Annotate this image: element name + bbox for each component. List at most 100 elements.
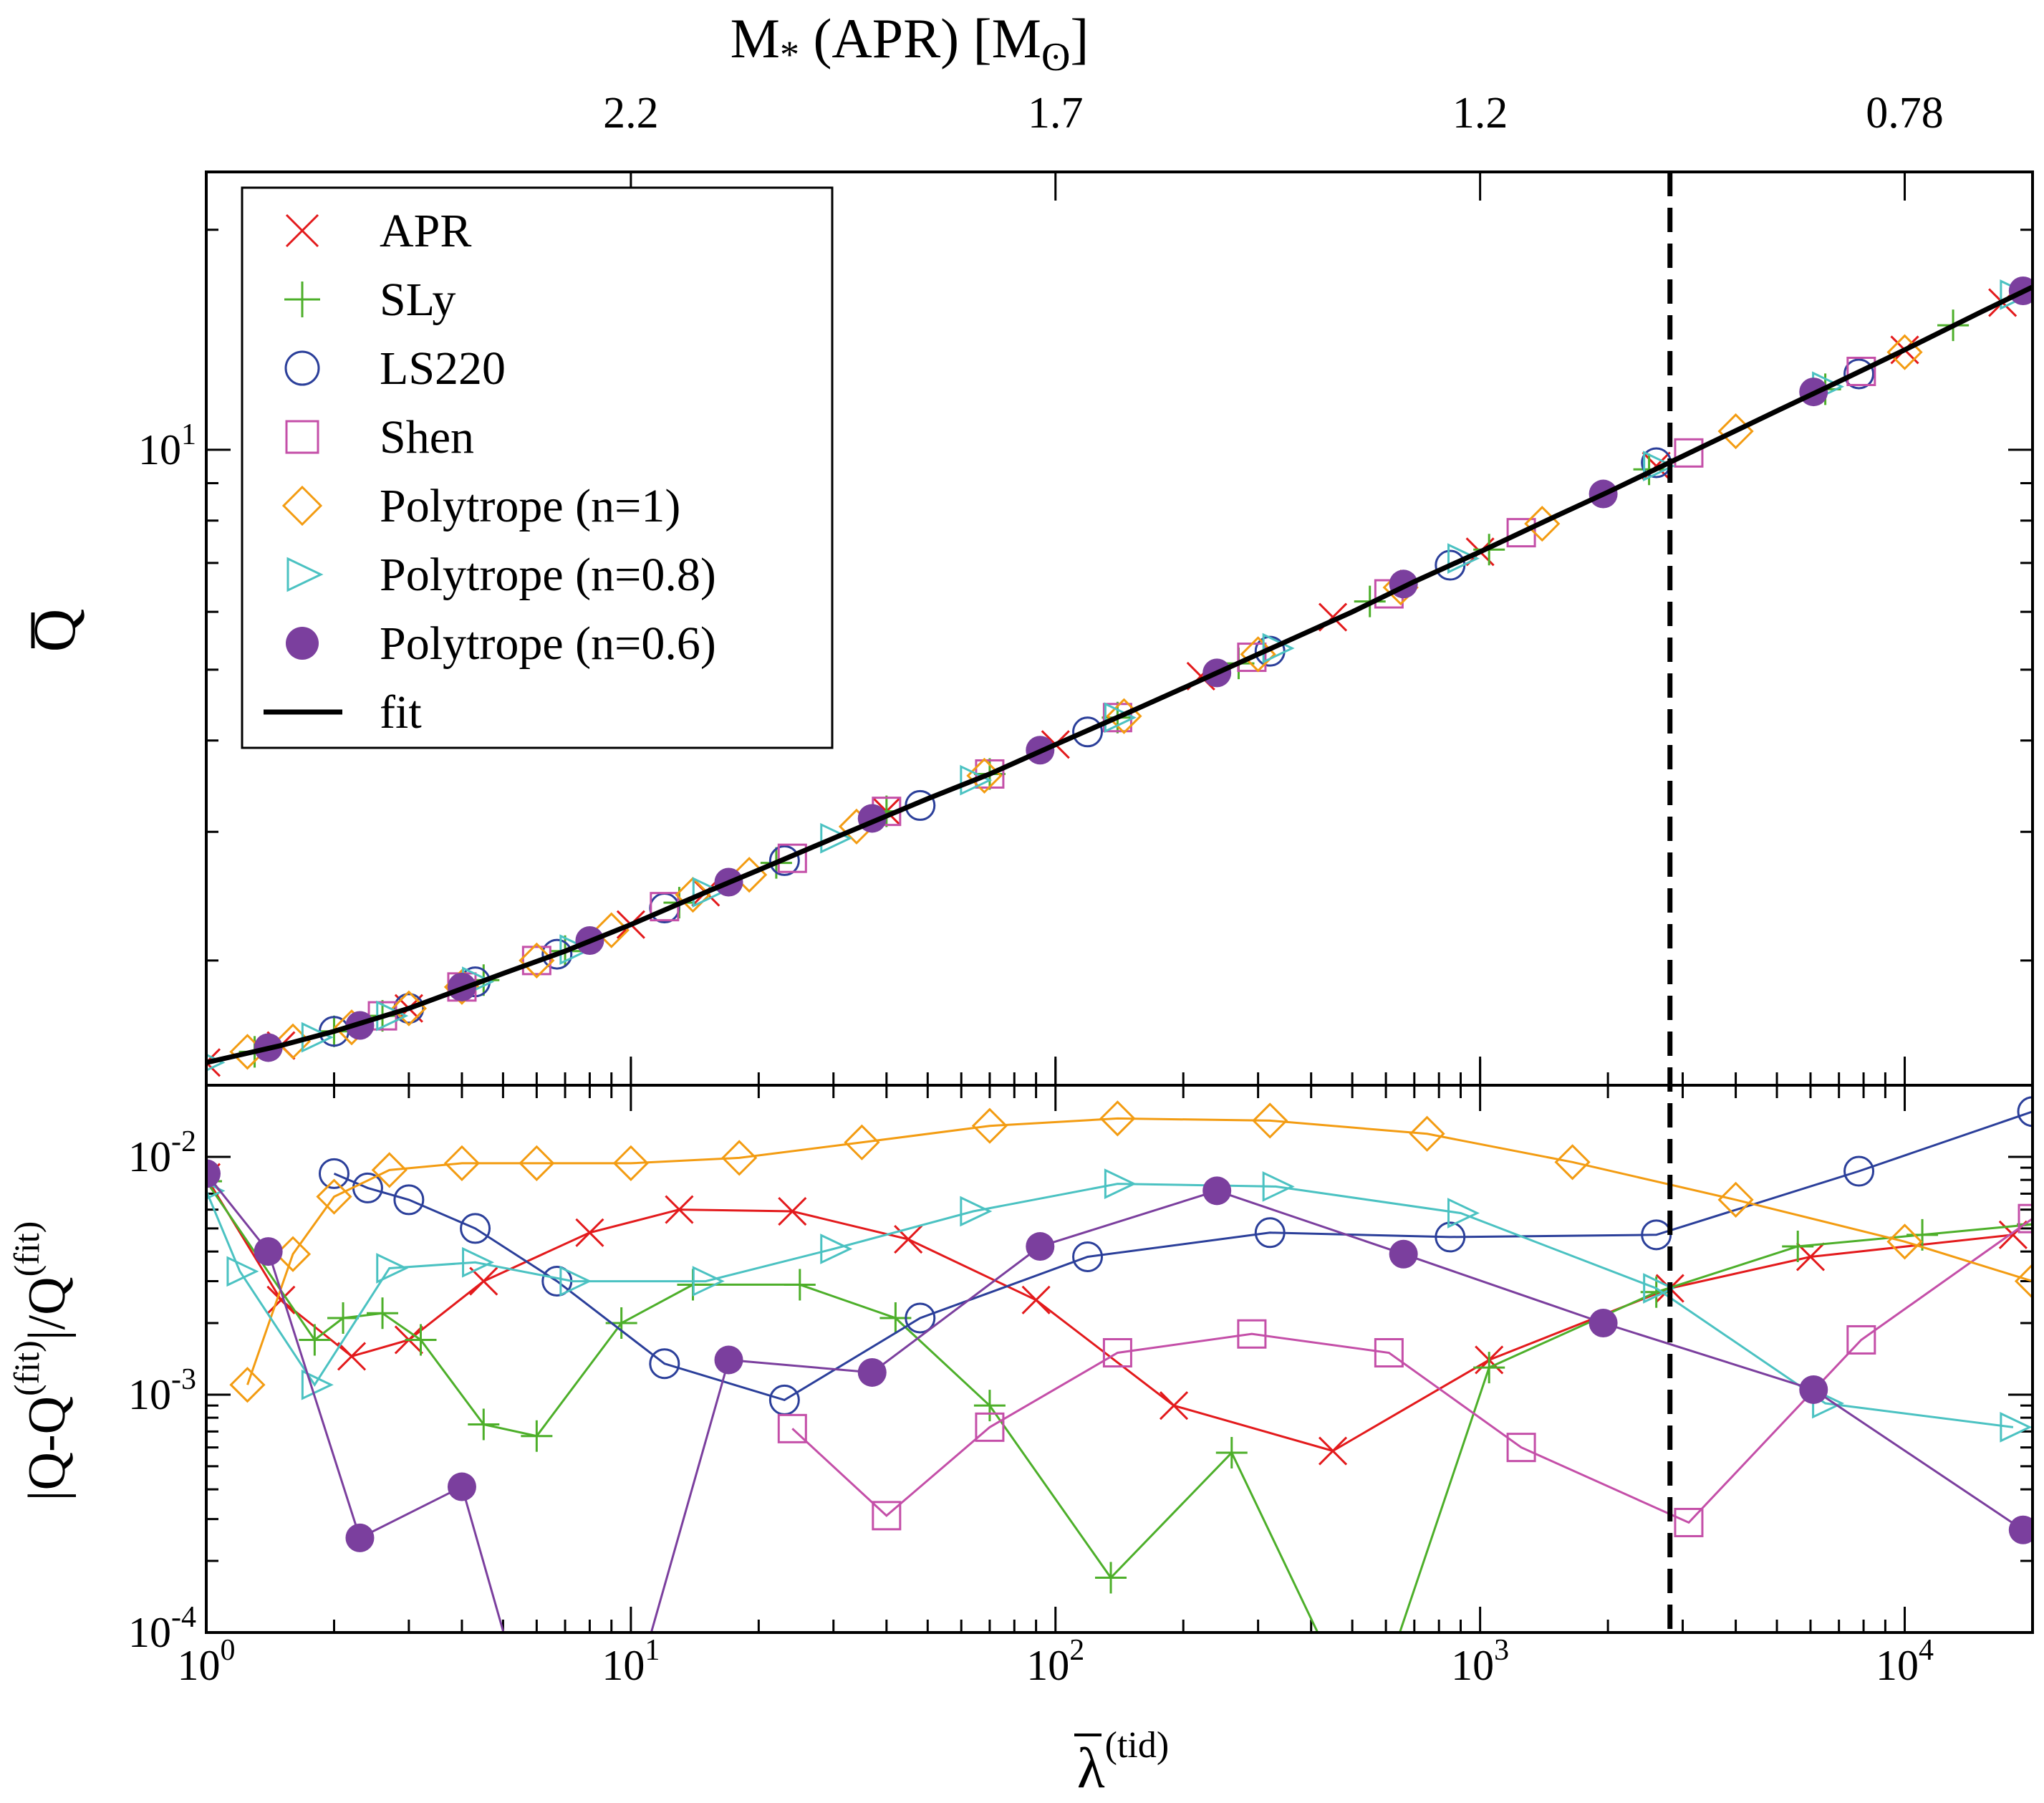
lower-point-apr bbox=[337, 1342, 367, 1371]
legend-entry-fit: fit bbox=[264, 686, 422, 739]
legend-label-shen: Shen bbox=[380, 411, 474, 463]
lower-point-ls220 bbox=[649, 1348, 680, 1380]
upper-point-polytrope-n-1 bbox=[675, 877, 711, 913]
lower-point-shen bbox=[1374, 1338, 1404, 1368]
upper-point-shen bbox=[521, 946, 551, 976]
top-axis-tick-label: 1.7 bbox=[1028, 89, 1084, 138]
lower-point-shen bbox=[1237, 1319, 1267, 1349]
lower-point-sly bbox=[973, 1390, 1006, 1422]
legend-label-sly: SLy bbox=[380, 274, 455, 326]
svg-text:λ(tid): λ(tid) bbox=[1077, 1725, 1169, 1800]
lower-point-ls220 bbox=[460, 1213, 491, 1244]
lower-point-polytrope-n-1 bbox=[519, 1145, 555, 1181]
lower-series-sly bbox=[206, 1165, 2033, 1633]
upper-point-polytrope-n-0-8 bbox=[1262, 633, 1295, 664]
lower-point-polytrope-n-1 bbox=[612, 1145, 650, 1181]
lower-point-polytrope-n-1 bbox=[1554, 1144, 1591, 1181]
lower-point-shen bbox=[2018, 1203, 2033, 1234]
lower-point-polytrope-n-1 bbox=[1717, 1181, 1754, 1218]
lower-point-apr bbox=[575, 1218, 604, 1247]
lower-point-polytrope-n-0-6 bbox=[254, 1237, 283, 1266]
x-tick-label: 102 bbox=[1026, 1634, 1084, 1689]
lower-point-sly bbox=[1906, 1218, 1939, 1251]
x-tick-label: 103 bbox=[1451, 1634, 1509, 1689]
lower-point-polytrope-n-0-8 bbox=[820, 1234, 853, 1264]
legend-marker-polytrope-n-1 bbox=[281, 485, 323, 527]
lower-point-shen bbox=[872, 1501, 902, 1531]
lower-point-polytrope-n-0-6 bbox=[1799, 1375, 1828, 1404]
lower-point-polytrope-n-0-8 bbox=[1104, 1168, 1137, 1200]
lower-series-shen bbox=[777, 1203, 2033, 1537]
lower-point-apr bbox=[1318, 1436, 1348, 1466]
lower-point-apr bbox=[266, 1285, 296, 1314]
lower-point-sly bbox=[367, 1297, 399, 1330]
legend-label-apr: APR bbox=[380, 205, 471, 257]
lower-point-shen bbox=[1102, 1338, 1132, 1368]
fit-curve bbox=[206, 284, 2033, 1065]
legend-entry-shen: Shen bbox=[285, 411, 474, 463]
x-tick-label: 100 bbox=[178, 1634, 236, 1689]
lower-point-polytrope-n-1 bbox=[1099, 1100, 1136, 1137]
lower-y-tick-label: 10-4 bbox=[128, 1601, 196, 1656]
upper-y-axis-title: Q bbox=[21, 609, 88, 653]
legend-marker-apr bbox=[285, 213, 319, 248]
lower-point-polytrope-n-0-8 bbox=[692, 1266, 725, 1297]
lower-y-axis-label-sup1: (fit) bbox=[6, 1340, 47, 1396]
lower-y-tick-label: 10-2 bbox=[128, 1125, 196, 1181]
lower-point-polytrope-n-1 bbox=[2014, 1263, 2033, 1299]
lower-point-polytrope-n-1 bbox=[316, 1178, 352, 1215]
legend-entry-polytrope-n-0-8: Polytrope (n=0.8) bbox=[286, 549, 716, 601]
lower-point-sly bbox=[1095, 1562, 1127, 1594]
lower-series-apr bbox=[206, 1163, 2028, 1466]
x-axis-title: λ(tid) bbox=[1074, 1725, 1169, 1800]
upper-point-ls220 bbox=[393, 993, 425, 1024]
lower-point-ls220 bbox=[905, 1302, 936, 1334]
lower-point-polytrope-n-0-8 bbox=[301, 1369, 334, 1400]
lower-point-apr bbox=[665, 1195, 694, 1224]
lower-point-sly bbox=[1473, 1352, 1505, 1384]
legend-box bbox=[241, 186, 834, 749]
lower-series-polytrope-n-1 bbox=[229, 1100, 2033, 1403]
lower-point-apr bbox=[778, 1196, 807, 1226]
lower-point-polytrope-n-1 bbox=[371, 1152, 408, 1188]
lower-point-polytrope-n-0-8 bbox=[462, 1246, 495, 1278]
top-axis-label-sub: * bbox=[780, 33, 799, 76]
upper-point-ls220 bbox=[1843, 358, 1875, 390]
lower-point-polytrope-n-1 bbox=[721, 1140, 758, 1176]
lower-y-axis-label: |Q-Q bbox=[18, 1396, 77, 1501]
top-axis-tick-label: 1.2 bbox=[1452, 89, 1508, 138]
legend-label-ls220: LS220 bbox=[380, 342, 506, 395]
lower-point-polytrope-n-0-8 bbox=[2000, 1411, 2033, 1443]
lower-point-polytrope-n-1 bbox=[1886, 1223, 1923, 1260]
top-axis-label-mid: (APR) [M bbox=[799, 7, 1041, 69]
lower-line-shen bbox=[791, 1217, 2033, 1524]
lower-point-polytrope-n-0-8 bbox=[1643, 1273, 1676, 1304]
upper-point-shen bbox=[1102, 703, 1132, 733]
lower-point-sly bbox=[468, 1408, 500, 1441]
x-tick-label: 101 bbox=[602, 1634, 660, 1689]
lower-point-sly bbox=[784, 1269, 816, 1301]
legend-marker-sly bbox=[284, 282, 320, 317]
legend-entry-apr: APR bbox=[285, 205, 471, 257]
lower-point-apr bbox=[469, 1266, 498, 1296]
lower-point-polytrope-n-0-8 bbox=[226, 1256, 259, 1287]
lower-line-polytrope-n-0-8 bbox=[206, 1183, 2014, 1428]
legend-marker-shen bbox=[285, 420, 319, 454]
top-axis-tick-label: 0.78 bbox=[1866, 89, 1944, 138]
lower-point-polytrope-n-0-6 bbox=[857, 1357, 887, 1387]
lower-point-apr bbox=[1795, 1242, 1826, 1271]
lower-point-polytrope-n-1 bbox=[844, 1124, 880, 1160]
upper-point-polytrope-n-0-8 bbox=[1447, 543, 1480, 574]
lower-y-axis-label-mid: |/Q bbox=[18, 1276, 77, 1340]
upper-point-polytrope-n-0-8 bbox=[1104, 702, 1137, 734]
x-axis-label: λ bbox=[1077, 1737, 1105, 1800]
lower-point-polytrope-n-0-6 bbox=[1026, 1232, 1055, 1261]
top-axis-label-main: M bbox=[731, 7, 780, 69]
lower-point-shen bbox=[1506, 1433, 1536, 1463]
upper-point-shen bbox=[777, 843, 807, 873]
lower-line-ls220 bbox=[333, 1110, 2033, 1402]
lower-point-polytrope-n-0-8 bbox=[1262, 1171, 1295, 1202]
lower-point-shen bbox=[1674, 1507, 1704, 1537]
x-tick-label: 104 bbox=[1876, 1634, 1934, 1689]
legend-marker-polytrope-n-0-8 bbox=[286, 557, 324, 592]
